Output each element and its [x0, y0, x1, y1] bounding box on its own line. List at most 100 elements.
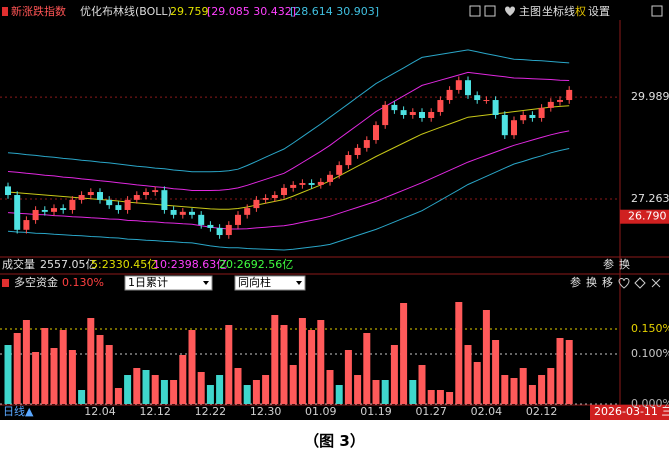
bar — [243, 385, 251, 404]
date-box — [590, 405, 669, 420]
window-icon[interactable] — [651, 5, 663, 17]
bar — [225, 325, 233, 404]
close-icon[interactable] — [651, 278, 661, 288]
y-tick-label: 29.989 — [631, 90, 669, 103]
candle-body — [97, 192, 103, 200]
favorite-icon[interactable] — [618, 278, 630, 289]
bar — [538, 375, 546, 404]
favorite-icon[interactable] — [505, 6, 515, 17]
candle-body — [419, 111, 425, 118]
bar — [234, 368, 242, 404]
x-tick-label: 12.30 — [250, 405, 282, 418]
bar — [446, 392, 454, 404]
diamond-icon[interactable] — [634, 277, 646, 289]
candle-body — [400, 110, 407, 115]
bar — [216, 375, 224, 404]
candle-body — [23, 220, 30, 230]
bar — [96, 335, 104, 404]
bar — [59, 330, 67, 404]
candle-body — [299, 183, 306, 185]
x-tick-label: 01.27 — [415, 405, 447, 418]
panel-value: 0.130% — [62, 276, 104, 289]
bar — [510, 378, 518, 404]
last-price-label: 26.790 — [628, 210, 667, 223]
zoom-in-icon[interactable] — [469, 5, 481, 17]
bar — [160, 380, 168, 404]
candle-body — [336, 165, 343, 175]
dropdown-text[interactable]: 1日累计 — [128, 276, 168, 289]
bar — [280, 325, 288, 404]
candle-body — [308, 183, 315, 185]
candle-body — [483, 100, 490, 102]
x-tick-label: 12.04 — [84, 405, 116, 418]
bar — [114, 388, 122, 404]
bar — [124, 375, 132, 404]
menu-item[interactable]: 权 — [575, 5, 586, 18]
indicator-name[interactable]: 新涨跌指数 — [11, 4, 66, 18]
candle-body — [446, 89, 453, 101]
dropdown-arrow[interactable] — [203, 281, 209, 285]
bar — [400, 303, 408, 404]
candle-body — [538, 107, 545, 118]
bar — [271, 315, 279, 404]
candle-body — [253, 199, 260, 209]
x-tick-label: 02.04 — [471, 405, 503, 418]
dropdown[interactable] — [234, 275, 306, 291]
menu-item[interactable]: 坐标线 — [542, 4, 575, 18]
candle-body — [529, 114, 536, 118]
candle-body — [5, 186, 11, 196]
bar — [519, 368, 527, 404]
panel-button[interactable]: 参 — [570, 275, 581, 289]
dropdown-text[interactable]: 同向柱 — [238, 275, 271, 289]
candle-body — [547, 101, 554, 108]
zoom-out-icon[interactable] — [484, 5, 496, 17]
candle-body — [492, 100, 499, 115]
bar — [363, 333, 371, 404]
bar — [418, 365, 426, 404]
menu-item[interactable]: 主图 — [519, 5, 541, 18]
bar — [4, 345, 12, 404]
dropdown[interactable] — [124, 275, 213, 291]
bar — [133, 368, 141, 404]
panel-button[interactable]: 换 — [586, 275, 597, 289]
candle-body — [373, 125, 379, 141]
candle-body — [382, 104, 389, 126]
x-tick-label: 12.22 — [195, 405, 227, 418]
candle-body — [244, 208, 251, 215]
bar — [22, 320, 30, 404]
dropdown-arrow[interactable] — [296, 281, 302, 285]
boll-outer: [28.614 30.903] — [290, 5, 379, 18]
candle-body — [133, 195, 140, 200]
bar — [556, 338, 564, 404]
boll-mid: 29.759 — [170, 5, 209, 18]
x-tick-label: 02.12 — [526, 405, 558, 418]
x-tick-label: 12.12 — [139, 405, 171, 418]
bar — [381, 380, 389, 404]
bar — [188, 330, 196, 404]
bar — [151, 375, 159, 404]
menu-item[interactable]: 设置 — [588, 5, 610, 18]
boll-inner: [29.085 30.432] — [207, 5, 296, 18]
candle-body — [51, 208, 57, 212]
panel-button[interactable]: 换 — [619, 257, 630, 271]
candle-body — [327, 174, 333, 182]
candle-body — [216, 227, 223, 236]
bar — [262, 375, 270, 404]
y-tick-label: 0.000% — [631, 397, 669, 410]
bar — [78, 390, 86, 404]
candle-body — [557, 100, 563, 102]
volume-label: 成交量 — [2, 257, 35, 271]
candle-body — [455, 80, 462, 90]
panel-button[interactable]: 移 — [602, 276, 613, 289]
bar — [372, 380, 380, 404]
candle-body — [41, 209, 48, 212]
bar — [41, 328, 49, 404]
last-price-box — [620, 209, 669, 224]
panel-label: 多空资金 — [14, 275, 58, 289]
bar — [87, 318, 95, 404]
bar — [105, 345, 113, 404]
panel-button[interactable]: 参 — [603, 257, 614, 271]
candle-body — [363, 140, 370, 148]
volume-ma5: 5:2330.45亿 — [91, 258, 158, 271]
period-label[interactable]: 日线▲ — [3, 404, 34, 418]
